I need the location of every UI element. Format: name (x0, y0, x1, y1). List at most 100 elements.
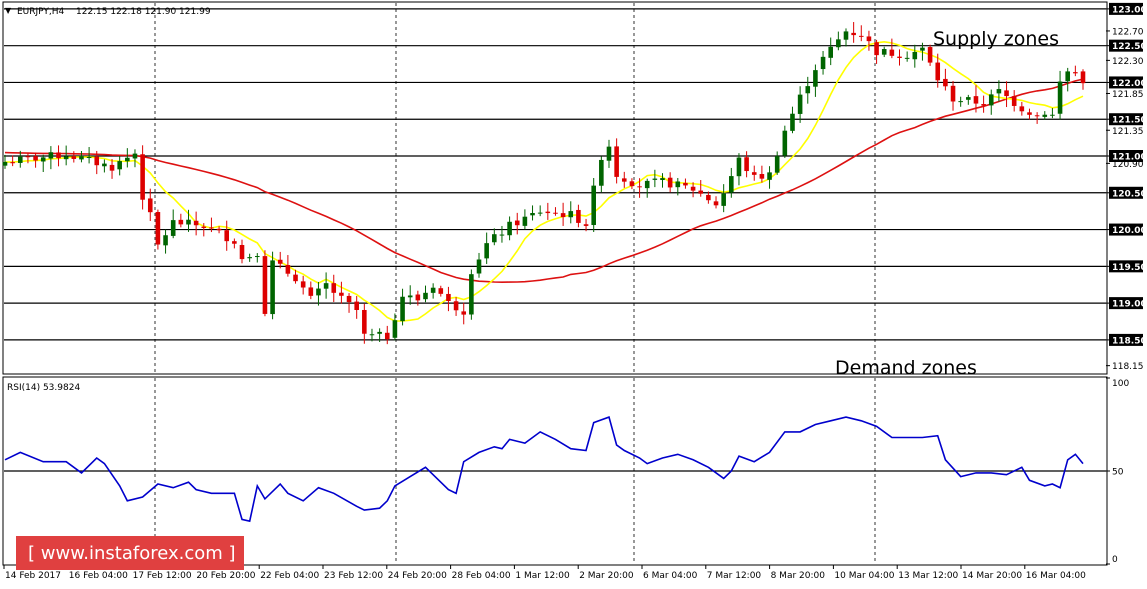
candle (461, 302, 467, 325)
candle (339, 281, 344, 304)
candle (308, 281, 314, 300)
candle-body (125, 157, 130, 162)
candle (407, 285, 413, 305)
rsi-line (4, 416, 1084, 523)
candle-body (308, 287, 314, 296)
candle (675, 177, 681, 196)
instaforex-logo-text: [ www.instaforex.com ] (28, 543, 236, 564)
candle-body (1004, 90, 1009, 97)
candle (132, 149, 138, 168)
candle-body (782, 130, 788, 156)
price-tick-label: 122.70 (1112, 27, 1144, 37)
candle-body (904, 57, 910, 59)
candle-body (461, 311, 467, 315)
instaforex-logo: [ www.instaforex.com ] (16, 536, 244, 570)
candle-body (1080, 71, 1086, 84)
candle (270, 251, 275, 320)
candle-body (522, 216, 528, 226)
candle-body (63, 156, 69, 160)
candle-body (614, 146, 619, 177)
candle-body (767, 172, 772, 180)
candle (744, 151, 749, 178)
candle-body (170, 220, 176, 236)
candle (729, 167, 734, 198)
candle (346, 293, 352, 313)
candle-body (354, 301, 359, 310)
candle-body (224, 230, 230, 242)
candle (323, 272, 329, 299)
candle-body (713, 201, 719, 206)
candle (698, 180, 704, 197)
candle-body (950, 85, 956, 102)
candle-body (530, 213, 535, 216)
candle-body (247, 257, 252, 259)
candle (469, 269, 474, 320)
candle-body (316, 288, 321, 296)
date-tick-label: 6 Mar 04:00 (643, 571, 698, 581)
price-tick-label: 123.00 (1112, 5, 1147, 15)
candle-body (988, 94, 994, 106)
date-axis: 14 Feb 2017 16 Feb 04:00 17 Feb 12:00 20 Fe… (3, 565, 1086, 581)
candle (362, 303, 367, 344)
candle (499, 225, 505, 243)
candle (576, 204, 581, 228)
candle-body (973, 96, 979, 104)
candle-body (186, 219, 191, 225)
date-tick-label: 13 Mar 12:00 (898, 571, 958, 581)
candle (522, 209, 528, 230)
candle-body (606, 146, 612, 161)
candle-body (667, 177, 673, 188)
candle (109, 159, 115, 179)
candles (2, 22, 1086, 345)
candle-body (71, 156, 77, 159)
candle (79, 150, 84, 163)
price-tick-label: 121.85 (1112, 90, 1144, 100)
candle (384, 325, 390, 345)
date-tick-label: 1 Mar 12:00 (515, 571, 570, 581)
candle-body (751, 172, 757, 175)
candle (102, 159, 107, 173)
grid-layer (4, 3, 1106, 564)
candle (201, 223, 207, 237)
candle-body (331, 283, 337, 293)
candle (369, 328, 375, 342)
candle-body (683, 182, 688, 186)
candle (1042, 111, 1048, 120)
candle (606, 139, 612, 168)
panel-menu-icon[interactable]: ▼ (5, 6, 12, 15)
ohlc-header: 122.15 122.18 121.90 121.99 (76, 7, 211, 17)
candle-body (637, 186, 642, 188)
candle-body (836, 39, 841, 48)
slow-moving-average (4, 78, 1084, 284)
candle (514, 212, 520, 235)
candle (247, 253, 252, 262)
candle (537, 205, 543, 217)
candle-body (690, 186, 696, 191)
demand-zones-label: Demand zones (835, 357, 977, 379)
candle-body (583, 224, 589, 226)
candle-body (599, 159, 604, 186)
candle (216, 226, 222, 234)
candle-body (698, 190, 704, 194)
price-level-box (1109, 186, 1143, 199)
candle-body (744, 157, 749, 172)
date-tick-label: 16 Feb 04:00 (69, 571, 128, 581)
candle-body (293, 274, 298, 282)
candle (935, 53, 941, 88)
candle (423, 285, 428, 303)
symbol-header: EURJPY,H4 (17, 7, 65, 17)
candle-body (163, 235, 168, 246)
price-level-box (1109, 150, 1143, 163)
candle-body (300, 281, 306, 288)
rsi-tick-label: 50 (1112, 468, 1124, 478)
candle-body (897, 56, 902, 58)
candle-body (652, 178, 658, 180)
candle-body (362, 309, 367, 334)
price-level-box (1109, 39, 1143, 52)
candle-body (912, 51, 918, 60)
candle-body (820, 56, 826, 70)
candle-body (545, 211, 551, 214)
candle-body (858, 35, 864, 37)
candle (1057, 70, 1063, 120)
candle (950, 80, 956, 111)
